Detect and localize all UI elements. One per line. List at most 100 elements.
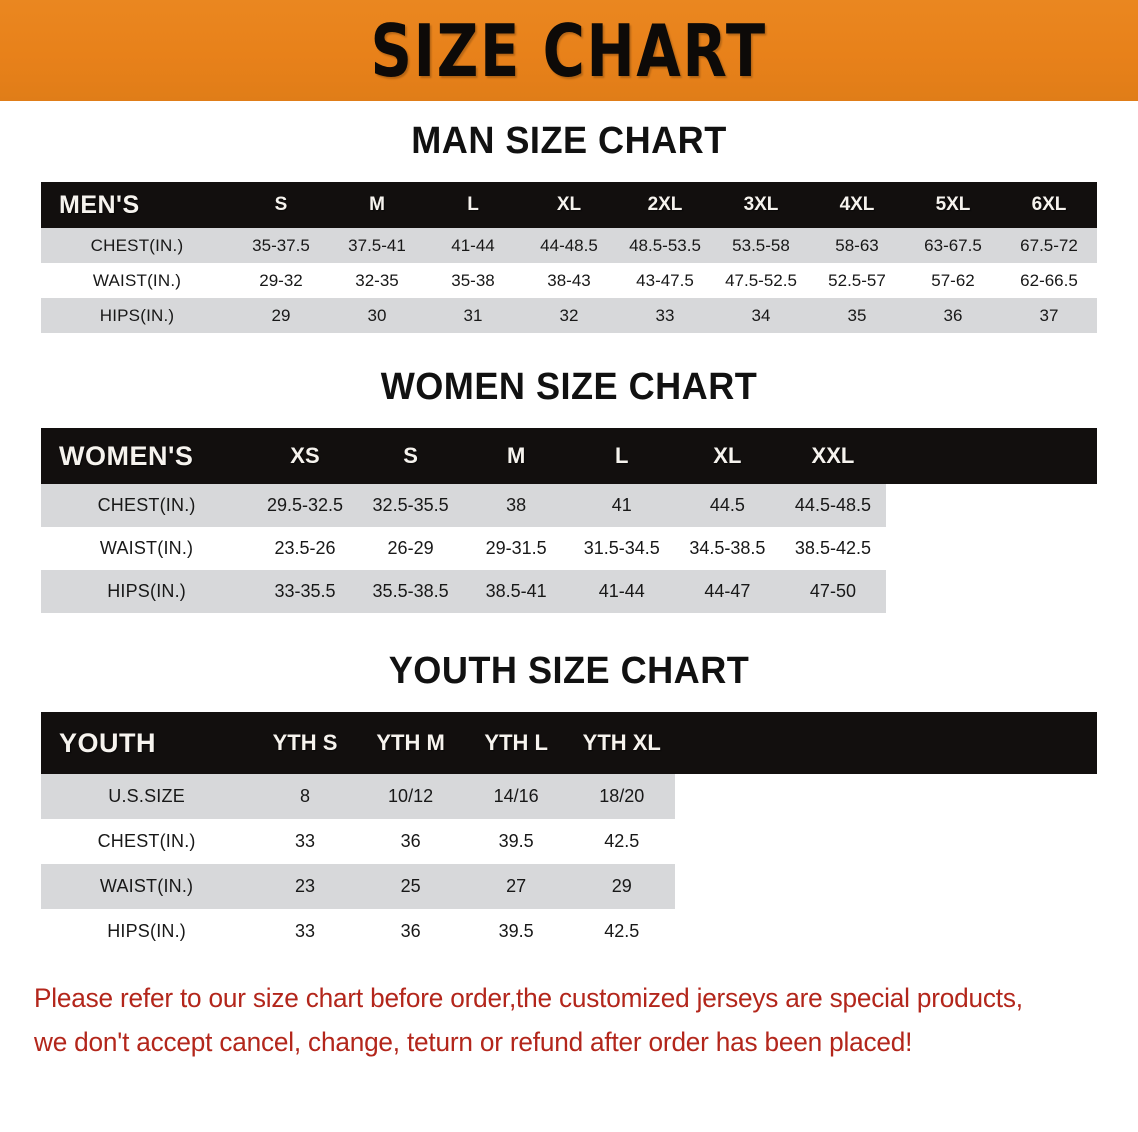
cell-value: 33-35.5 bbox=[252, 570, 358, 613]
cell-value: 33 bbox=[617, 298, 713, 333]
row-label-man-0: CHEST(IN.) bbox=[41, 228, 233, 263]
cell-value: 37.5-41 bbox=[329, 228, 425, 263]
cell-value: 33 bbox=[252, 909, 358, 954]
column-header-women-m: M bbox=[463, 428, 569, 484]
row-label-youth-2: WAIST(IN.) bbox=[41, 864, 253, 909]
cell-value: 29 bbox=[233, 298, 329, 333]
cell-spacer bbox=[885, 484, 1097, 527]
cell-value: 37 bbox=[1001, 298, 1097, 333]
cell-value: 39.5 bbox=[463, 909, 569, 954]
column-header-youth-yth-s: YTH S bbox=[252, 712, 358, 774]
column-header-man-2xl: 2XL bbox=[617, 182, 713, 228]
cell-value: 43-47.5 bbox=[617, 263, 713, 298]
table-row: HIPS(IN.) 33 36 39.5 42.5 bbox=[41, 909, 1097, 954]
cell-value: 25 bbox=[357, 864, 464, 909]
cell-spacer bbox=[885, 570, 1097, 613]
cell-value: 31.5-34.5 bbox=[568, 527, 675, 570]
section-youth: YOUTH SIZE CHART YOUTH YTH S YTH M YTH L YTH … bbox=[0, 651, 1138, 954]
cell-value: 32-35 bbox=[329, 263, 425, 298]
cell-value: 44.5-48.5 bbox=[780, 484, 886, 527]
cell-value: 57-62 bbox=[905, 263, 1001, 298]
column-header-women-s: S bbox=[357, 428, 464, 484]
row-label-women-1: WAIST(IN.) bbox=[41, 527, 253, 570]
cell-value: 41-44 bbox=[568, 570, 675, 613]
cell-value: 47-50 bbox=[780, 570, 886, 613]
column-header-women-xxl: XXL bbox=[780, 428, 886, 484]
size-chart-sections: MAN SIZE CHART MEN'S S M L XL 2XL 3XL 4XL 5XL 6XL C… bbox=[0, 121, 1138, 954]
cell-value: 44-47 bbox=[674, 570, 781, 613]
cell-value: 8 bbox=[252, 774, 358, 819]
cell-value: 38.5-42.5 bbox=[780, 527, 886, 570]
column-header-man-3xl: 3XL bbox=[713, 182, 809, 228]
cell-value: 41-44 bbox=[425, 228, 521, 263]
table-row: CHEST(IN.) 33 36 39.5 42.5 bbox=[41, 819, 1097, 864]
page-banner: SIZE CHART bbox=[0, 0, 1138, 101]
column-header-man-s: S bbox=[233, 182, 329, 228]
table-row: WAIST(IN.) 23.5-26 26-29 29-31.5 31.5-34.5 34… bbox=[41, 527, 1097, 570]
cell-value: 35.5-38.5 bbox=[357, 570, 464, 613]
cell-spacer bbox=[885, 527, 1097, 570]
cell-value: 32 bbox=[521, 298, 617, 333]
section-title-women: WOMEN SIZE CHART bbox=[380, 366, 758, 408]
cell-value: 39.5 bbox=[463, 819, 569, 864]
cell-value: 53.5-58 bbox=[713, 228, 809, 263]
cell-spacer bbox=[674, 864, 1097, 909]
table-corner-label-women: WOMEN'S bbox=[41, 428, 253, 484]
cell-value: 35 bbox=[809, 298, 905, 333]
cell-value: 42.5 bbox=[568, 819, 675, 864]
section-title-man: MAN SIZE CHART bbox=[411, 120, 727, 162]
column-header-man-l: L bbox=[425, 182, 521, 228]
disclaimer-line-2: we don't accept cancel, change, teturn o… bbox=[34, 1027, 913, 1057]
column-header-man-4xl: 4XL bbox=[809, 182, 905, 228]
cell-value: 27 bbox=[463, 864, 569, 909]
cell-value: 42.5 bbox=[568, 909, 675, 954]
column-header-women-xs: XS bbox=[252, 428, 358, 484]
disclaimer-line-1: Please refer to our size chart before or… bbox=[34, 983, 1023, 1013]
section-man: MAN SIZE CHART MEN'S S M L XL 2XL 3XL 4XL 5XL 6XL C… bbox=[0, 121, 1138, 333]
cell-value: 67.5-72 bbox=[1001, 228, 1097, 263]
column-header-spacer bbox=[885, 428, 1097, 484]
cell-value: 29-31.5 bbox=[463, 527, 569, 570]
cell-value: 26-29 bbox=[357, 527, 464, 570]
column-header-man-6xl: 6XL bbox=[1001, 182, 1097, 228]
cell-value: 41 bbox=[568, 484, 675, 527]
row-label-youth-1: CHEST(IN.) bbox=[41, 819, 253, 864]
table-row: WAIST(IN.) 23 25 27 29 bbox=[41, 864, 1097, 909]
cell-value: 52.5-57 bbox=[809, 263, 905, 298]
cell-value: 29 bbox=[568, 864, 675, 909]
cell-value: 29-32 bbox=[233, 263, 329, 298]
table-row: CHEST(IN.) 29.5-32.5 32.5-35.5 38 41 44.5 44.5… bbox=[41, 484, 1097, 527]
cell-value: 38 bbox=[463, 484, 569, 527]
row-label-women-2: HIPS(IN.) bbox=[41, 570, 253, 613]
cell-value: 63-67.5 bbox=[905, 228, 1001, 263]
disclaimer-note: Please refer to our size chart before or… bbox=[34, 976, 1072, 1064]
table-header-row: YOUTH YTH S YTH M YTH L YTH XL bbox=[41, 712, 1097, 774]
cell-value: 44-48.5 bbox=[521, 228, 617, 263]
cell-value: 34.5-38.5 bbox=[674, 527, 781, 570]
cell-spacer bbox=[674, 909, 1097, 954]
row-label-women-0: CHEST(IN.) bbox=[41, 484, 253, 527]
cell-value: 35-38 bbox=[425, 263, 521, 298]
table-row: WAIST(IN.) 29-32 32-35 35-38 38-43 43-47.5 47.… bbox=[41, 263, 1097, 298]
table-header-row: MEN'S S M L XL 2XL 3XL 4XL 5XL 6XL bbox=[41, 182, 1097, 228]
table-corner-label-youth: YOUTH bbox=[41, 712, 253, 774]
table-row: CHEST(IN.) 35-37.5 37.5-41 41-44 44-48.5 48.5… bbox=[41, 228, 1097, 263]
cell-value: 30 bbox=[329, 298, 425, 333]
cell-value: 62-66.5 bbox=[1001, 263, 1097, 298]
column-header-women-l: L bbox=[568, 428, 675, 484]
cell-value: 44.5 bbox=[674, 484, 781, 527]
cell-value: 31 bbox=[425, 298, 521, 333]
row-label-man-1: WAIST(IN.) bbox=[41, 263, 233, 298]
cell-value: 32.5-35.5 bbox=[357, 484, 464, 527]
cell-value: 58-63 bbox=[809, 228, 905, 263]
section-title-youth: YOUTH SIZE CHART bbox=[388, 650, 750, 692]
column-header-women-xl: XL bbox=[674, 428, 781, 484]
cell-value: 47.5-52.5 bbox=[713, 263, 809, 298]
cell-value: 34 bbox=[713, 298, 809, 333]
column-header-man-5xl: 5XL bbox=[905, 182, 1001, 228]
cell-value: 36 bbox=[357, 909, 464, 954]
cell-value: 23 bbox=[252, 864, 358, 909]
cell-value: 18/20 bbox=[568, 774, 675, 819]
cell-spacer bbox=[674, 819, 1097, 864]
size-table-youth: YOUTH YTH S YTH M YTH L YTH XL U.S.SIZE 8 10/12… bbox=[41, 712, 1097, 954]
